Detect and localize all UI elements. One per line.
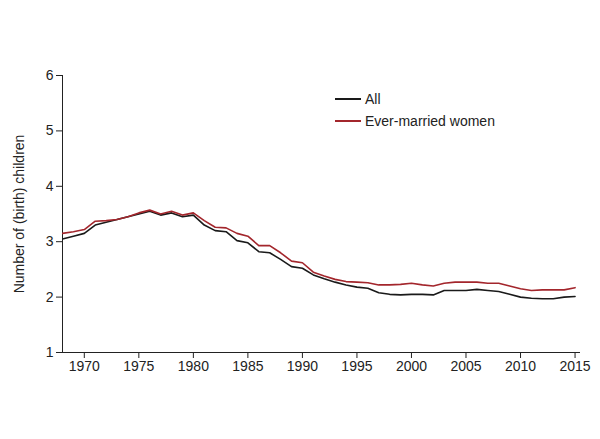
svg-text:2: 2 xyxy=(46,289,54,305)
svg-text:3: 3 xyxy=(46,233,54,249)
svg-text:1975: 1975 xyxy=(123,358,154,374)
svg-text:1980: 1980 xyxy=(178,358,209,374)
svg-text:1995: 1995 xyxy=(341,358,372,374)
svg-text:5: 5 xyxy=(46,122,54,138)
html-text:All: All xyxy=(365,91,381,107)
svg-text:2000: 2000 xyxy=(396,358,427,374)
svg-text:1985: 1985 xyxy=(232,358,263,374)
svg-text:1990: 1990 xyxy=(287,358,318,374)
svg-text:2015: 2015 xyxy=(559,358,590,374)
svg-text:6: 6 xyxy=(46,67,54,83)
svg-text:Number of (birth) children: Number of (birth) children xyxy=(11,135,27,294)
svg-text:1: 1 xyxy=(46,344,54,360)
svg-text:4: 4 xyxy=(46,178,54,194)
html-text:Ever-married women: Ever-married women xyxy=(365,113,495,129)
svg-text:2010: 2010 xyxy=(505,358,536,374)
svg-text:2005: 2005 xyxy=(450,358,481,374)
svg-text:1970: 1970 xyxy=(69,358,100,374)
